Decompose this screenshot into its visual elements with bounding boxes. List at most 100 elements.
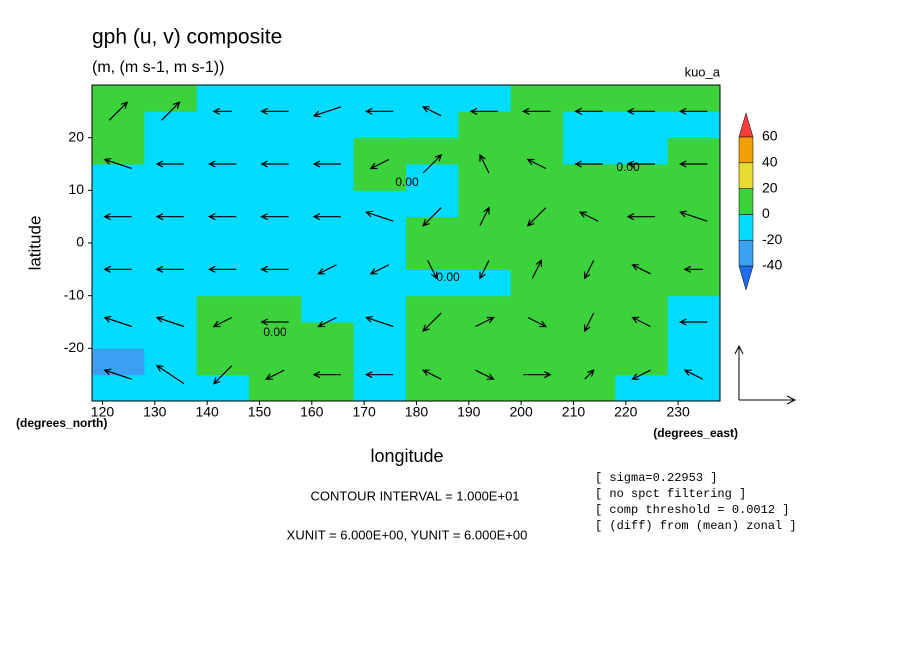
y-tick-label: 10 [68,181,84,197]
field-cell [353,85,407,112]
contour-label: 0.00 [395,175,419,189]
wind-vector [523,371,552,379]
field-cell [353,295,407,323]
field-cell [510,216,564,244]
field-cell [301,85,355,112]
field-cell [510,164,564,191]
colorbar-label: 60 [762,128,778,144]
field-cell [458,295,512,323]
wind-vector [369,264,390,275]
x-unit: (degrees_east) [653,426,738,440]
wind-vector [584,369,595,380]
field-cell [406,348,459,376]
wind-vector [631,264,651,275]
wind-vector [527,316,548,328]
field-cell [615,85,669,112]
field-cell [249,164,302,191]
wind-vector [526,207,547,227]
field-cell [196,295,250,323]
field-cell [615,243,669,270]
field-cell [301,243,355,270]
field-cell [510,137,564,165]
wind-vector [155,213,184,221]
field-cell [353,374,407,402]
field-cell [563,374,616,402]
field-cell [92,374,145,402]
reference-vector [734,344,797,405]
field-cell [615,164,669,191]
x-tick-label: 170 [352,404,376,420]
y-axis-label: latitude [25,216,44,271]
chart-title: gph (u, v) composite [92,26,282,49]
field-cell [406,216,459,244]
field-cell [667,348,721,376]
field-cell [615,269,669,297]
wind-vector [479,206,490,226]
field-cell [196,190,250,218]
field-cell [615,137,669,165]
wind-vector [155,265,184,273]
field-cell [249,243,302,270]
wind-vector [683,369,704,380]
wind-vector [207,160,237,168]
field-cell [301,295,355,323]
x-tick-label: 180 [405,404,429,420]
field-cell [249,374,302,402]
wind-vector [260,265,289,273]
field-cell [406,374,459,402]
field-cell [615,295,669,323]
wind-vector [161,101,181,121]
field-cell [353,137,407,165]
field-cell [406,295,459,323]
field-cell [458,164,512,191]
field-cell [667,85,721,112]
field-cell [196,322,250,349]
colorbar-box [738,162,754,189]
wind-vector [312,371,341,379]
field-cell [667,190,721,218]
field-cell [563,137,616,165]
field-cell [144,190,198,218]
field-cell [406,137,459,165]
field-cell [510,111,564,139]
wind-vector [103,315,132,328]
field-cell [353,243,407,270]
x-tick-label: 150 [248,404,272,420]
field-cell [667,269,721,297]
field-cell [144,348,198,376]
field-cell [615,216,669,244]
field-cell [144,85,198,112]
wind-vector [312,106,342,118]
field-cell [563,164,616,191]
wind-vector [103,213,132,221]
field-cell [563,269,616,297]
field-cell [249,111,302,139]
field-cell [249,322,302,349]
wind-vector [364,371,394,379]
field-cell [667,295,721,323]
wind-vector [526,158,547,170]
wind-vector [365,315,394,328]
wind-vector [155,160,184,168]
contour-label: 0.00 [616,160,640,174]
field-cell [458,243,512,270]
x-tick-label: 220 [614,404,638,420]
y-unit: (degrees_north) [16,416,107,430]
field-cell [196,243,250,270]
field-cell [667,322,721,349]
field-cell [196,85,250,112]
field-cell [92,243,145,270]
field-cell [249,190,302,218]
note: XUNIT = 6.000E+00, YUNIT = 6.000E+00 [287,527,528,542]
wind-vector [155,364,185,385]
field-cell [144,164,198,191]
field-cell [458,374,512,402]
field-cell [563,85,616,112]
field-cell [196,111,250,139]
field-cell [667,216,721,244]
wind-vector [108,101,129,121]
wind-vector [584,312,595,333]
wind-vector [475,369,495,380]
field-cell [301,111,355,139]
field-cell [406,164,459,191]
